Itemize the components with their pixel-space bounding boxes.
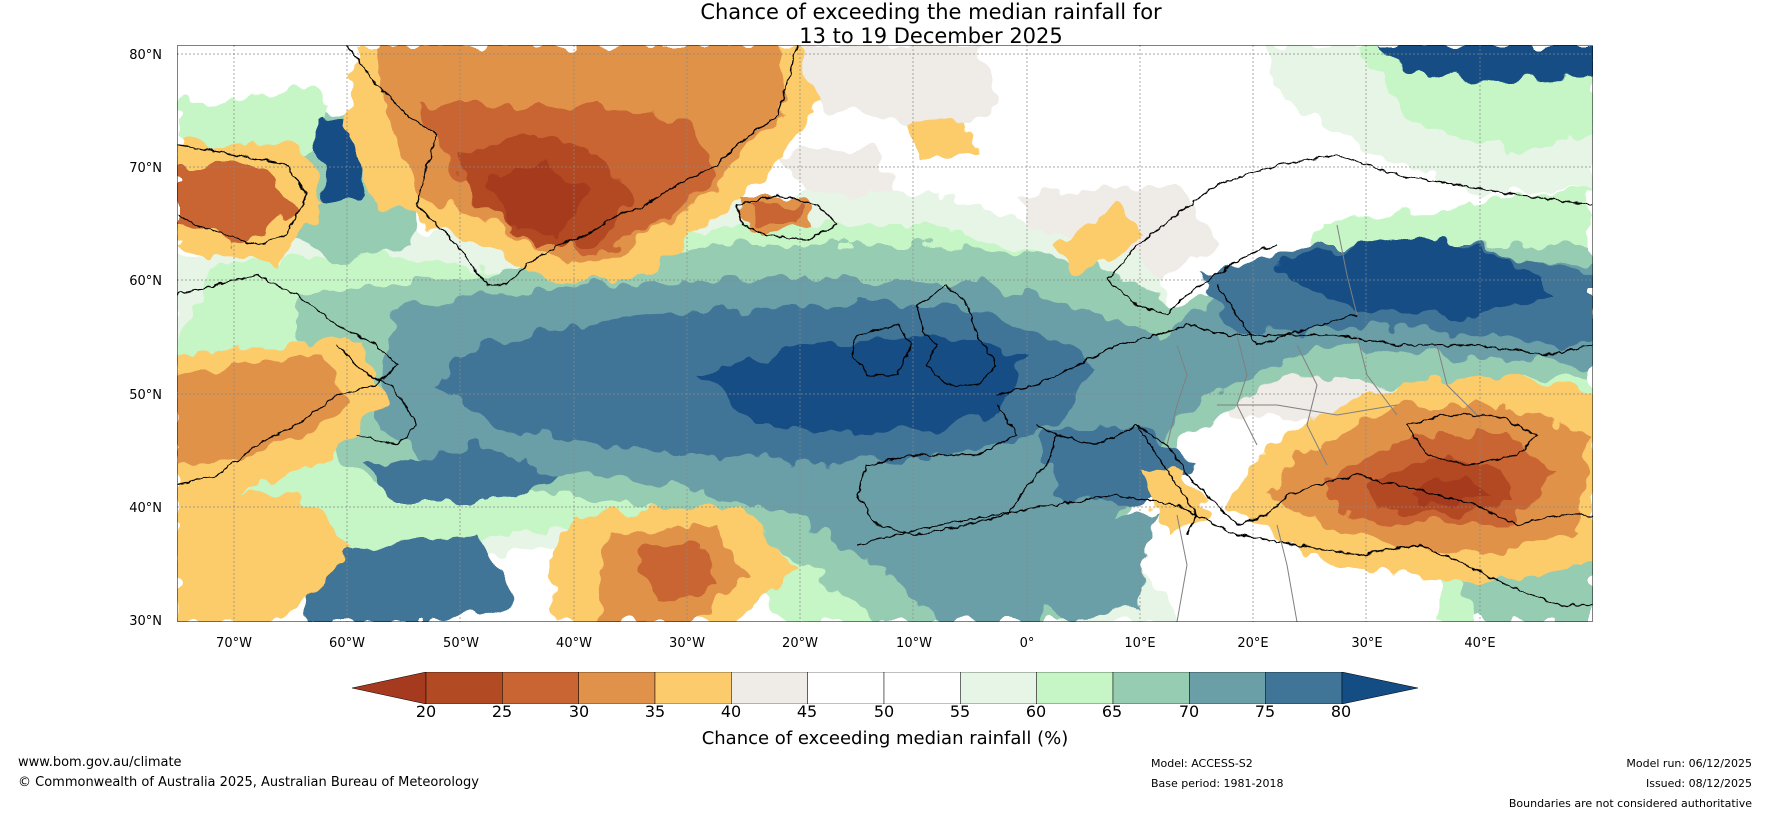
colorbar-tick: 60 <box>1025 702 1047 721</box>
colorbar-tick: 25 <box>491 702 513 721</box>
colorbar-tick: 35 <box>644 702 666 721</box>
coastlines <box>177 45 1593 606</box>
colorbar-tick: 70 <box>1178 702 1200 721</box>
colorbar-tick: 30 <box>568 702 590 721</box>
colorbar-label: Chance of exceeding median rainfall (%) <box>701 728 1069 749</box>
lon-label-40e: 40°E <box>1464 636 1496 651</box>
lon-label-40w: 40°W <box>556 636 592 651</box>
colorbar-bin <box>731 671 808 705</box>
colorbar-bin <box>578 671 656 705</box>
colorbar-bin <box>654 671 732 705</box>
colorbar-bin <box>502 671 579 705</box>
colorbar-bins <box>425 671 1343 705</box>
probability-shading <box>177 45 1593 622</box>
lat-label-80n: 80°N <box>129 48 162 63</box>
colorbar-bin <box>1112 671 1190 705</box>
footer-base-period: Base period: 1981-2018 <box>1151 777 1284 790</box>
colorbar-tick: 75 <box>1254 702 1276 721</box>
colorbar-tick: 45 <box>796 702 818 721</box>
colorbar-bin <box>425 671 503 705</box>
lon-label-10w: 10°W <box>896 636 932 651</box>
footer-model-run: Model run: 06/12/2025 <box>1626 757 1752 770</box>
lon-label-0: 0° <box>1019 636 1035 651</box>
colorbar-under-arrow <box>351 671 427 705</box>
lon-label-60w: 60°W <box>329 636 365 651</box>
footer-website: www.bom.gov.au/climate <box>18 755 182 770</box>
lon-label-30w: 30°W <box>669 636 705 651</box>
lat-label-60n: 60°N <box>129 274 162 289</box>
title-line-2: 13 to 19 December 2025 <box>799 24 1063 48</box>
colorbar-bin <box>1265 671 1343 705</box>
colorbar <box>351 671 1419 712</box>
colorbar-bin <box>1036 671 1114 705</box>
lon-label-50w: 50°W <box>443 636 479 651</box>
colorbar-bin <box>1189 671 1266 705</box>
colorbar-bin <box>960 671 1037 705</box>
footer-disclaimer: Boundaries are not considered authoritat… <box>1508 797 1752 810</box>
colorbar-tick: 80 <box>1330 702 1352 721</box>
rainfall-map-svg <box>177 45 1593 622</box>
footer-model: Model: ACCESS-S2 <box>1151 757 1253 770</box>
colorbar-tick: 20 <box>415 702 437 721</box>
lon-label-20w: 20°W <box>782 636 818 651</box>
colorbar-tick: 50 <box>873 702 895 721</box>
map-title: Chance of exceeding the median rainfall … <box>0 0 1770 48</box>
title-line-1: Chance of exceeding the median rainfall … <box>700 0 1162 24</box>
lon-label-30e: 30°E <box>1351 636 1383 651</box>
lon-label-10e: 10°E <box>1124 636 1156 651</box>
map-frame <box>177 45 1593 622</box>
footer-copyright: © Commonwealth of Australia 2025, Austra… <box>18 775 479 790</box>
lat-label-70n: 70°N <box>129 161 162 176</box>
colorbar-over-arrow <box>1341 671 1419 705</box>
colorbar-bin <box>883 671 961 705</box>
colorbar-svg <box>351 671 1419 705</box>
graticule <box>177 45 1593 622</box>
rainfall-map <box>177 45 1593 622</box>
lat-label-40n: 40°N <box>129 501 162 516</box>
lat-label-30n: 30°N <box>129 614 162 629</box>
colorbar-tick: 55 <box>949 702 971 721</box>
lat-label-50n: 50°N <box>129 388 162 403</box>
lon-label-70w: 70°W <box>216 636 252 651</box>
colorbar-tick: 65 <box>1101 702 1123 721</box>
colorbar-bin <box>807 671 885 705</box>
colorbar-tick: 40 <box>720 702 742 721</box>
footer-issued: Issued: 08/12/2025 <box>1645 777 1752 790</box>
lon-label-20e: 20°E <box>1237 636 1269 651</box>
country-borders <box>1166 224 1478 622</box>
